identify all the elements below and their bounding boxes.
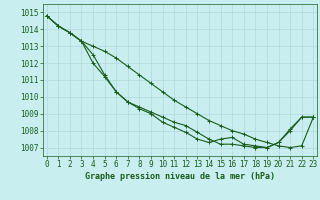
X-axis label: Graphe pression niveau de la mer (hPa): Graphe pression niveau de la mer (hPa)	[85, 172, 275, 181]
